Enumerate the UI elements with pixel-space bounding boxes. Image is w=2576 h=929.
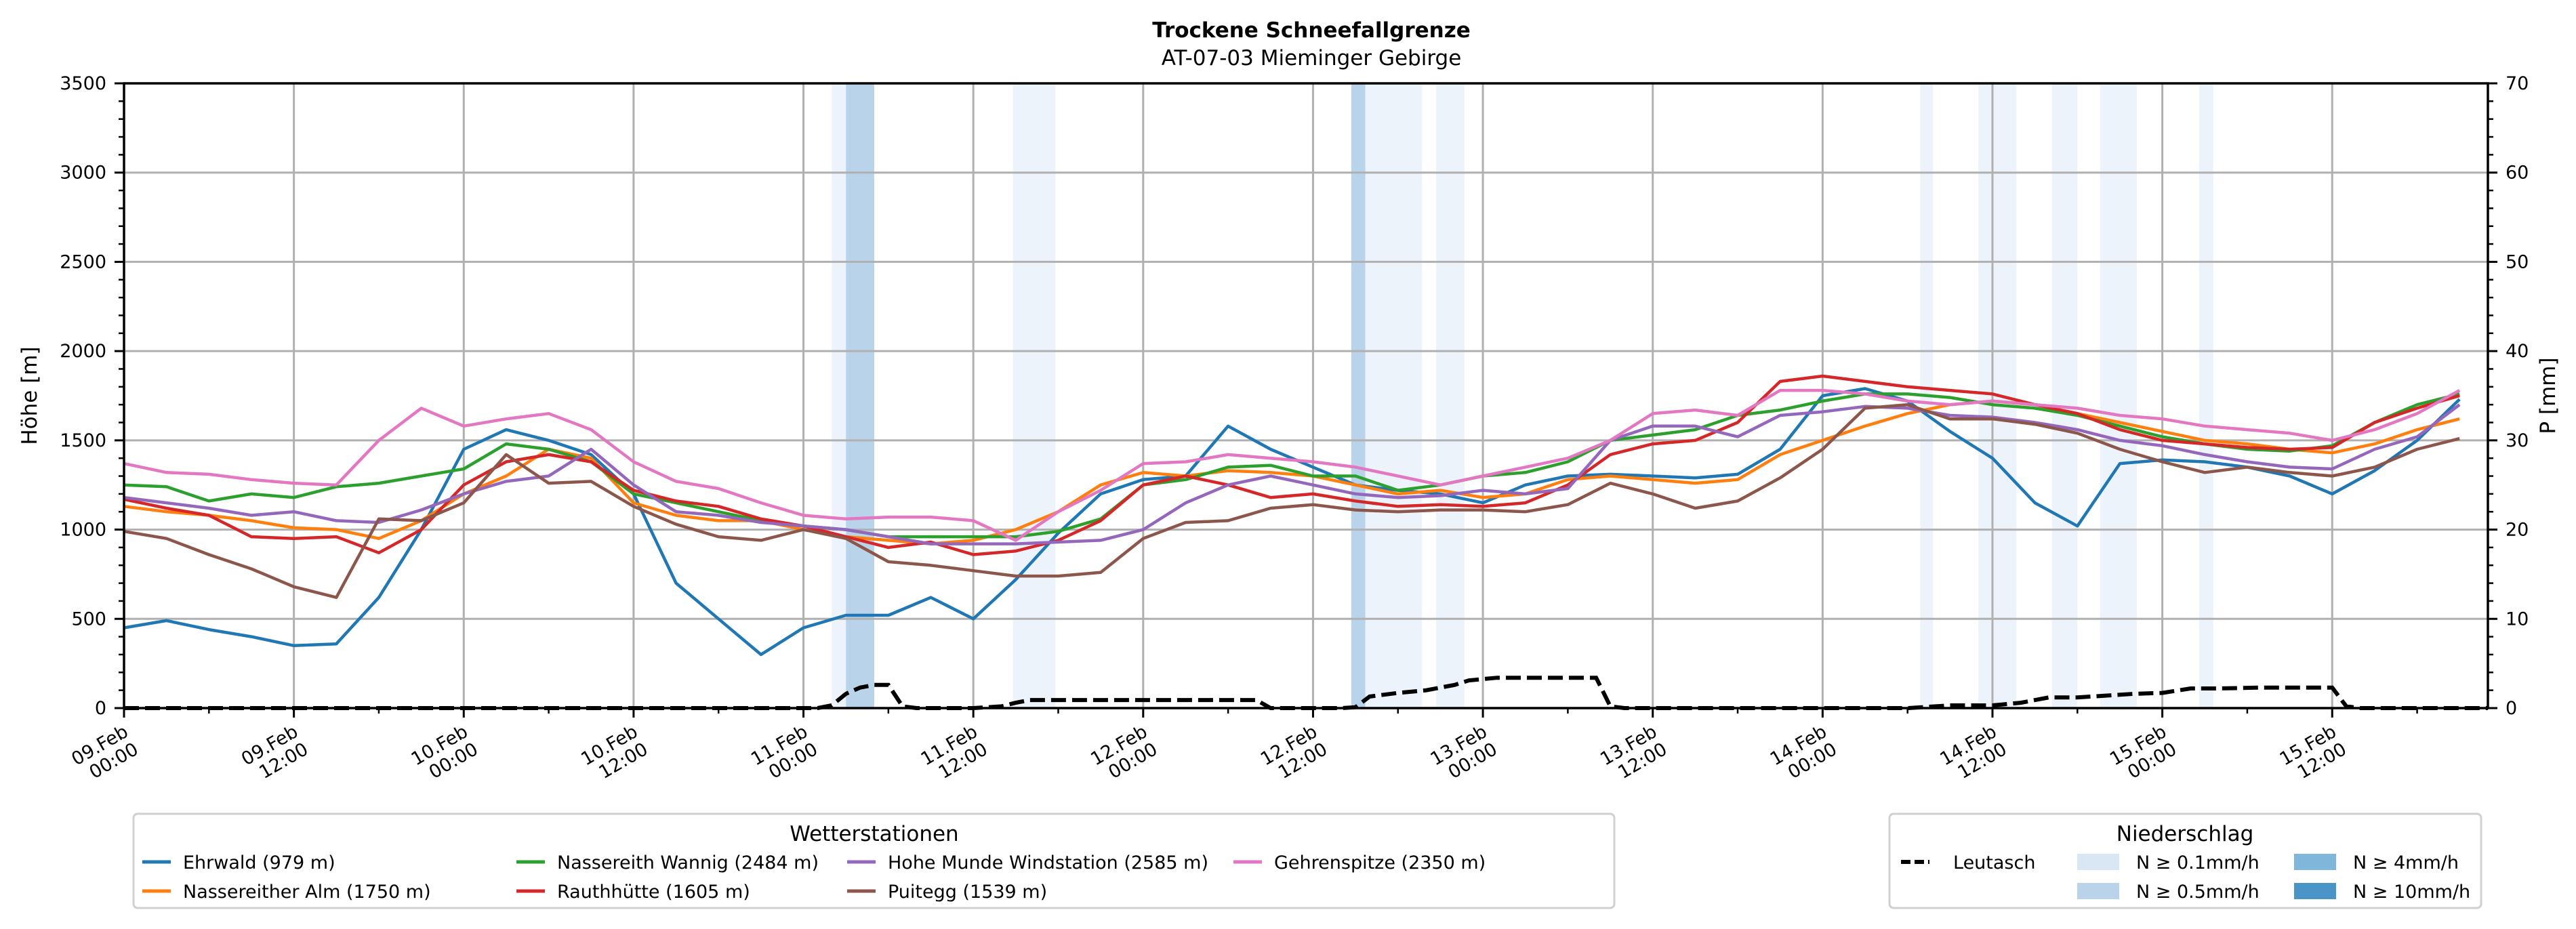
series-line [123,402,2460,599]
x-tick-label: 13.Feb00:00 [1427,721,1500,787]
precip-band [1351,83,1366,708]
y2-tick-label: 20 [2506,520,2529,541]
precip-band [2100,83,2138,708]
y2-tick-label: 50 [2506,251,2529,272]
precip-band [1013,83,1056,708]
y2-tick-label: 40 [2506,341,2529,362]
legend-precip-label: N ≥ 10mm/h [2353,882,2470,903]
legend-stations-title: Wetterstationen [790,822,958,846]
legend-station-label: Nassereither Alm (1750 m) [183,882,431,903]
legend-precip-swatch [2294,883,2336,899]
precip-band [1436,83,1465,708]
chart-subtitle: AT-07-03 Mieminger Gebirge [1162,46,1462,70]
y-tick-label: 3500 [60,73,106,94]
precip-band [1365,83,1423,708]
precip-band [846,83,874,708]
x-tick-label: 15.Feb00:00 [2106,721,2180,787]
plot-frame [123,82,2489,709]
x-tick-label: 15.Feb12:00 [2276,721,2350,787]
y2-axis-label: P [mm] [2536,357,2560,434]
precip-band [2051,83,2078,708]
legend-station-label: Gehrenspitze (2350 m) [1274,852,1486,873]
legend-precip-label: N ≥ 0.1mm/h [2136,852,2260,873]
x-tick-label: 14.Feb00:00 [1767,721,1841,787]
x-tick-label: 12.Feb12:00 [1257,721,1331,787]
y2-tick-label: 0 [2506,698,2517,719]
precip-bands [832,83,2213,708]
y-tick-label: 500 [71,608,106,629]
y2-tick-label: 60 [2506,163,2529,184]
x-tick-label: 09.Feb00:00 [68,721,142,787]
x-tick-label: 11.Feb12:00 [918,721,991,787]
legend-leutasch-label: Leutasch [1953,852,2035,873]
x-tick-label: 10.Feb00:00 [408,721,482,787]
y-tick-label: 2000 [60,341,106,362]
y-tick-label: 3000 [60,163,106,184]
series-line [123,403,2461,545]
legend-precip-swatch [2077,854,2119,870]
series-lines [123,374,2488,710]
x-tick-label: 12.Feb00:00 [1087,721,1161,787]
y-axis-label: Höhe [m] [18,346,42,445]
y-tick-label: 1000 [60,520,106,541]
x-tick-label: 10.Feb12:00 [577,721,651,787]
legend-station-label: Hohe Munde Windstation (2585 m) [888,852,1208,873]
legend-precip: Niederschlag Leutasch N ≥ 0.1mm/h N ≥ 0.5… [1888,812,2482,909]
series-line [123,392,2460,539]
precip-band [2199,83,2213,708]
y-tick-label: 1500 [60,430,106,451]
precip-band [832,83,846,708]
y2-tick-label: 10 [2506,608,2529,629]
series-line [123,387,2461,657]
legend-station-label: Nassereith Wannig (2484 m) [557,852,819,873]
legend-stations: Wetterstationen Ehrwald (979 m) Nassereit… [132,812,1616,909]
series-line [123,388,2461,542]
x-tick-label: 11.Feb00:00 [748,721,821,787]
y-tick-label: 2500 [60,251,106,272]
legend-precip-swatch [2077,883,2119,899]
x-tick-label: 09.Feb12:00 [238,721,312,787]
legend-station-label: Rauthhütte (1605 m) [557,882,750,903]
legend-precip-label: N ≥ 0.5mm/h [2136,882,2260,903]
legend-station-label: Puitegg (1539 m) [888,882,1047,903]
legend-precip-swatch [2294,854,2336,870]
legend-precip-title: Niederschlag [2117,822,2254,846]
x-tick-label: 13.Feb12:00 [1597,721,1671,787]
x-tick-label: 14.Feb12:00 [1936,721,2010,787]
legend-station-label: Ehrwald (979 m) [183,852,335,873]
y2-tick-label: 70 [2506,73,2529,94]
chart-title: Trockene Schneefallgrenze [1152,18,1471,43]
y-tick-label: 0 [95,698,106,719]
legend-precip-label: N ≥ 4mm/h [2353,852,2459,873]
y2-tick-label: 30 [2506,430,2529,451]
grid [124,83,2488,708]
